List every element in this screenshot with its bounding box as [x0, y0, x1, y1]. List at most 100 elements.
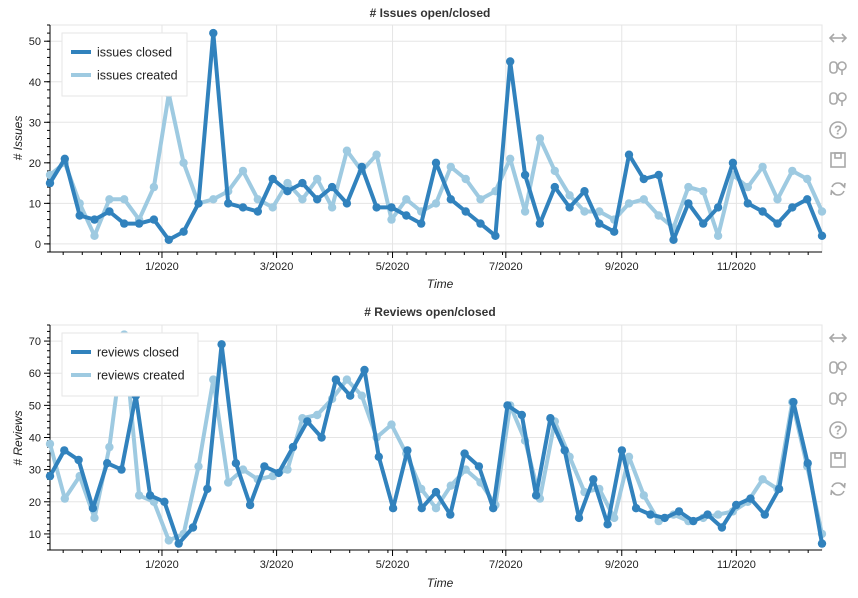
data-point[interactable]: [303, 417, 312, 426]
data-point[interactable]: [238, 465, 248, 474]
data-point[interactable]: [134, 219, 144, 228]
data-point[interactable]: [372, 203, 381, 212]
data-point[interactable]: [331, 375, 341, 384]
data-point[interactable]: [342, 146, 352, 155]
data-point[interactable]: [660, 513, 669, 523]
data-point[interactable]: [758, 475, 767, 484]
data-point[interactable]: [224, 478, 233, 487]
data-point[interactable]: [531, 491, 541, 500]
data-point[interactable]: [238, 166, 248, 176]
data-point[interactable]: [774, 484, 784, 494]
data-point[interactable]: [728, 158, 738, 167]
reviews-legend[interactable]: reviews closed reviews created: [61, 332, 199, 397]
data-point[interactable]: [179, 158, 188, 167]
data-point[interactable]: [817, 207, 827, 216]
reset-icon[interactable]: [830, 182, 846, 196]
data-point[interactable]: [120, 219, 129, 228]
data-point[interactable]: [298, 195, 307, 204]
data-point[interactable]: [203, 484, 212, 494]
data-point[interactable]: [298, 178, 307, 188]
data-point[interactable]: [817, 539, 827, 548]
data-point[interactable]: [431, 487, 441, 497]
data-point[interactable]: [624, 452, 634, 461]
data-point[interactable]: [283, 187, 292, 196]
issues-legend[interactable]: issues closed issues created: [61, 32, 188, 97]
data-point[interactable]: [654, 211, 663, 220]
data-point[interactable]: [253, 195, 262, 204]
data-point[interactable]: [387, 203, 396, 212]
data-point[interactable]: [117, 465, 126, 474]
data-point[interactable]: [446, 195, 455, 204]
data-point[interactable]: [684, 182, 693, 192]
data-point[interactable]: [773, 195, 782, 204]
data-point[interactable]: [209, 28, 218, 38]
data-point[interactable]: [565, 191, 574, 200]
data-point[interactable]: [574, 513, 584, 523]
data-point[interactable]: [417, 219, 426, 228]
data-point[interactable]: [617, 446, 627, 455]
data-point[interactable]: [713, 203, 723, 212]
data-point[interactable]: [209, 375, 218, 384]
data-point[interactable]: [403, 446, 412, 455]
data-point[interactable]: [327, 182, 337, 192]
data-point[interactable]: [149, 182, 159, 192]
data-point[interactable]: [624, 199, 634, 208]
data-point[interactable]: [446, 162, 455, 172]
data-point[interactable]: [503, 401, 512, 410]
data-point[interactable]: [188, 523, 198, 532]
data-point[interactable]: [224, 199, 233, 208]
data-point[interactable]: [703, 510, 712, 519]
data-point[interactable]: [105, 442, 114, 452]
data-point[interactable]: [231, 459, 241, 468]
data-point[interactable]: [313, 195, 322, 204]
data-point[interactable]: [431, 504, 441, 513]
data-point[interactable]: [402, 211, 411, 220]
data-point[interactable]: [713, 510, 723, 519]
data-point[interactable]: [589, 475, 598, 484]
data-point[interactable]: [461, 174, 470, 184]
data-point[interactable]: [699, 187, 708, 196]
data-point[interactable]: [506, 57, 515, 66]
data-point[interactable]: [758, 207, 767, 216]
data-point[interactable]: [60, 494, 69, 503]
data-point[interactable]: [684, 199, 693, 208]
data-point[interactable]: [90, 513, 99, 523]
data-point[interactable]: [743, 182, 752, 192]
data-point[interactable]: [595, 219, 604, 228]
data-point[interactable]: [45, 471, 55, 481]
wheel-zoom-icon[interactable]: [829, 392, 847, 406]
data-point[interactable]: [88, 504, 98, 513]
data-point[interactable]: [360, 365, 369, 375]
data-point[interactable]: [431, 199, 441, 208]
data-point[interactable]: [817, 231, 827, 240]
data-point[interactable]: [773, 219, 782, 228]
data-point[interactable]: [446, 510, 455, 519]
data-point[interactable]: [476, 219, 485, 228]
data-point[interactable]: [789, 397, 798, 407]
data-point[interactable]: [90, 215, 99, 224]
data-point[interactable]: [624, 150, 634, 159]
data-point[interactable]: [580, 187, 589, 196]
data-point[interactable]: [342, 375, 352, 384]
data-point[interactable]: [446, 481, 455, 490]
data-point[interactable]: [689, 516, 698, 526]
data-point[interactable]: [639, 491, 648, 500]
save-icon[interactable]: [830, 152, 846, 168]
data-point[interactable]: [374, 452, 383, 461]
data-point[interactable]: [491, 231, 500, 240]
help-icon[interactable]: ?: [829, 121, 847, 139]
data-point[interactable]: [580, 207, 589, 216]
data-point[interactable]: [535, 134, 545, 143]
data-point[interactable]: [758, 162, 767, 172]
data-point[interactable]: [194, 199, 203, 208]
data-point[interactable]: [746, 494, 755, 503]
wheel-zoom-icon[interactable]: [829, 92, 847, 106]
data-point[interactable]: [317, 433, 326, 442]
pan-icon[interactable]: [828, 333, 848, 343]
data-point[interactable]: [120, 195, 129, 204]
data-point[interactable]: [174, 539, 183, 548]
data-point[interactable]: [357, 162, 366, 172]
data-point[interactable]: [520, 170, 530, 180]
data-point[interactable]: [105, 195, 114, 204]
data-point[interactable]: [803, 195, 812, 204]
